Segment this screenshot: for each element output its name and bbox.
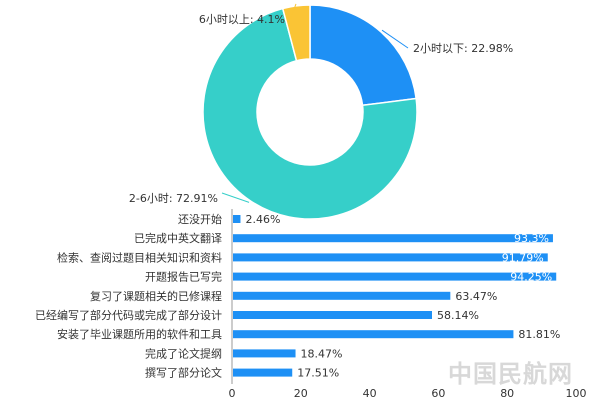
x-tick-label: 60	[431, 387, 445, 400]
bar-category-label: 检索、查阅过题目相关知识和资料	[57, 250, 222, 264]
bar	[233, 215, 241, 223]
bar	[233, 253, 548, 262]
x-tick-label: 80	[500, 387, 514, 400]
pie-leader-line	[221, 192, 250, 203]
bar-chart: 还没开始 2.46% 已完成中英文翻译 93.3% 检索、查阅过题目相关知识和资料 91.…	[35, 209, 587, 400]
watermark: 中国民航网	[448, 360, 573, 388]
pie-slice	[281, 4, 311, 62]
bar-value-label: 94.25%	[510, 271, 552, 284]
x-tick-label: 20	[294, 387, 308, 400]
x-tick-label: 100	[566, 387, 587, 400]
pie-slice	[309, 4, 417, 107]
pie-slice-label: 2小时以下: 22.98%	[413, 42, 513, 55]
bar	[233, 330, 514, 339]
bar-category-label: 复习了课题相关的已修课程	[90, 289, 222, 303]
bar-category-label: 开题报告已写完	[145, 270, 222, 284]
x-tick-label: 40	[363, 387, 377, 400]
bar-value-label: 58.14%	[437, 309, 479, 322]
bar-category-label: 还没开始	[178, 212, 222, 226]
bar-value-label: 63.47%	[455, 290, 497, 303]
pie-slice-label: 2-6小时: 72.91%	[129, 192, 218, 205]
bar-value-label: 93.3%	[514, 232, 549, 245]
bar	[233, 272, 557, 281]
pie-slice-label: 6小时以上: 4.1%	[199, 13, 285, 26]
pie-leader-line	[381, 29, 409, 49]
x-tick-label: 0	[229, 387, 236, 400]
bar-category-label: 已完成中英文翻译	[134, 231, 222, 245]
bar-value-label: 81.81%	[518, 328, 560, 341]
bar-category-label: 已经编写了部分代码或完成了部分设计	[35, 308, 222, 322]
bar-value-label: 17.51%	[297, 367, 339, 380]
bar	[233, 291, 451, 300]
bar	[233, 349, 296, 358]
pie-leader-line	[289, 3, 297, 21]
bar	[233, 311, 433, 319]
bar-value-label: 91.79%	[502, 251, 544, 264]
bar-category-label: 安装了毕业课题所用的软件和工具	[57, 327, 222, 341]
bar-category-label: 撰写了部分论文	[145, 366, 222, 380]
pie-slice	[202, 7, 418, 220]
bar	[233, 368, 293, 377]
donut-chart: 2小时以下: 22.98% 2-6小时: 72.91% 6小时以上: 4.1%	[129, 3, 513, 220]
bar-value-label: 2.46%	[245, 213, 280, 226]
bar	[233, 234, 553, 243]
bar-category-label: 完成了论文提纲	[145, 346, 222, 360]
bar-value-label: 18.47%	[301, 347, 343, 360]
